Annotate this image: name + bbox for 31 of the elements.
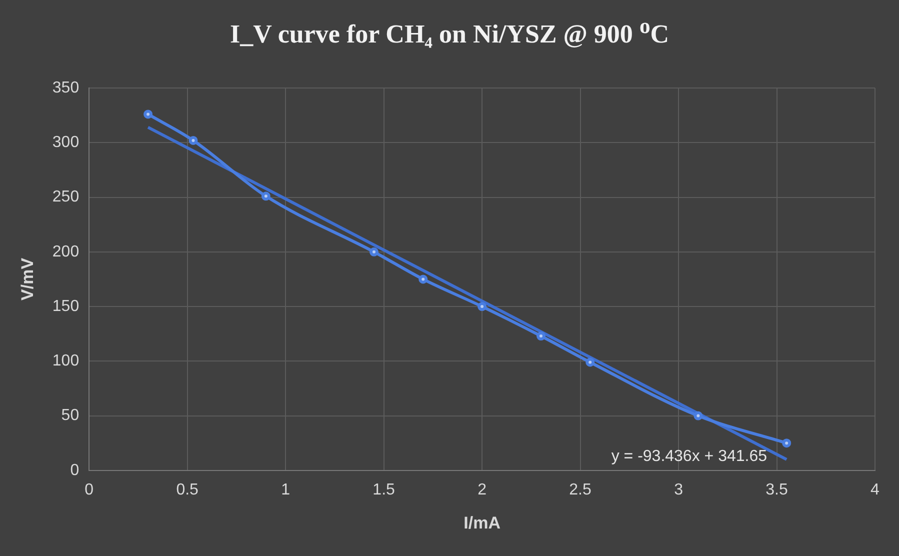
point: [418, 274, 428, 284]
point: [536, 332, 546, 341]
chart-title: I_V curve for CH₄ on Ni/YSZ @ 900 $^{o}$C: [228, 14, 670, 50]
x-tick-label: 0: [84, 481, 94, 498]
y-tick-label: 200: [52, 243, 80, 260]
y-axis-title: V/mV: [18, 257, 37, 300]
y-tick-label: 150: [52, 298, 80, 315]
annotation: y = -93.436x + 341.65: [611, 448, 768, 465]
point: [694, 411, 703, 420]
y-tick-label: 350: [52, 79, 80, 96]
x-tick-label: 3.5: [766, 481, 788, 498]
x-axis-title: I/mA: [464, 513, 500, 532]
y-tick-label: 0: [70, 462, 80, 479]
point: [188, 136, 198, 145]
y-tick-label: 300: [52, 134, 80, 152]
x-tick-label: 2.5: [569, 481, 592, 498]
y-tick-label: 100: [52, 352, 80, 370]
point: [144, 110, 153, 119]
x-tick-label: 4: [870, 481, 880, 498]
y-tick-label: 50: [61, 407, 80, 424]
x-tick-label: 2: [478, 481, 487, 498]
x-tick-label: 0.5: [176, 481, 199, 498]
point: [261, 192, 270, 201]
point: [478, 302, 487, 312]
point: [369, 247, 378, 256]
point: [782, 438, 792, 448]
x-tick-label: 3: [674, 481, 684, 498]
point: [586, 358, 595, 367]
x-tick-label: 1.5: [372, 481, 396, 498]
y-tick-label: 250: [52, 188, 80, 206]
x-tick-label: 1: [281, 481, 290, 498]
